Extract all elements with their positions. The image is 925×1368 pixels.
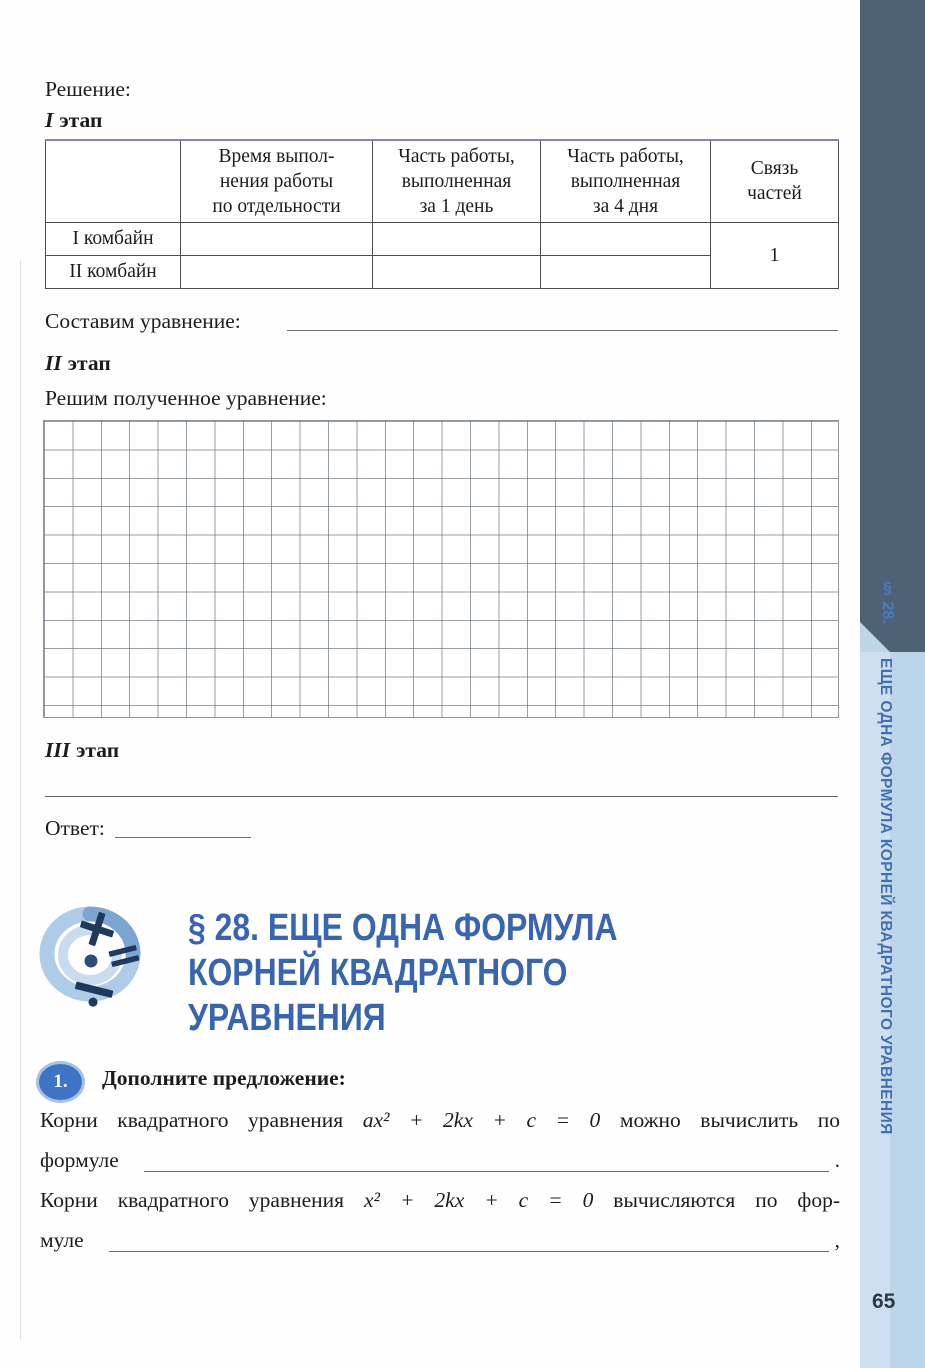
table-header-part-4days: Часть работы, выполненная за 4 дня <box>540 139 711 223</box>
answer-label: Ответ: <box>45 816 105 840</box>
table-row2-1day-cell <box>372 254 541 289</box>
stage2-numeral: II <box>45 351 62 375</box>
sidebar-vertical-title: ЕЩЕ ОДНА ФОРМУЛА КОРНЕЙ КВАДРАТНОГО УРАВ… <box>877 658 894 1135</box>
answer-row: Ответ: <box>45 815 365 841</box>
exercise-text: Корни квадратного уравнения ax² + 2kx + … <box>40 1100 840 1260</box>
table-header-time: Время выпол- нения работы по отдельности <box>180 139 373 223</box>
sentence1-line1: Корни квадратного уравнения ax² + 2kx + … <box>40 1108 840 1132</box>
stage1-word: этап <box>59 108 103 132</box>
table-header-part-1day: Часть работы, выполненная за 1 день <box>372 139 541 223</box>
compose-equation-blank <box>286 329 838 331</box>
sidebar-section-number: § 28. <box>879 580 896 624</box>
solve-equation-label: Решим полученное уравнение: <box>45 386 327 410</box>
formula2-blank <box>108 1250 829 1252</box>
sentence1-equation: ax² + 2kx + c = 0 <box>362 1108 601 1132</box>
table-link-value: 1 <box>710 221 839 289</box>
exercise-number-badge: 1. <box>36 1061 85 1103</box>
table-row1-label: I комбайн <box>45 221 181 256</box>
section-heading-line3: УРАВНЕНИЯ <box>188 997 386 1039</box>
page-edge-shadow <box>20 260 21 1340</box>
sentence1-line2: формуле . <box>40 1140 840 1180</box>
compose-equation-row: Составим уравнение: <box>45 308 838 334</box>
formula1-blank <box>143 1170 829 1172</box>
page-number: 65 <box>872 1290 896 1313</box>
sentence2-line2: муле , <box>40 1220 840 1260</box>
table-row1-1day-cell <box>372 221 541 256</box>
section-heading-line1: § 28. ЕЩЕ ОДНА ФОРМУЛА <box>188 907 618 949</box>
table-corner-cell <box>45 139 181 223</box>
sentence2-line1: Корни квадратного уравнения x² + 2kx + c… <box>40 1188 840 1212</box>
math-swirl-icon <box>34 904 146 1010</box>
table-row2-4days-cell <box>540 254 711 289</box>
stage3-numeral: III <box>45 738 71 762</box>
stage3-blank-line <box>45 796 838 797</box>
answer-blank <box>114 836 251 838</box>
stage2-word: этап <box>67 351 111 375</box>
sentence1-tail: формуле <box>40 1148 119 1172</box>
work-table: Время выпол- нения работы по отдельности… <box>45 139 839 289</box>
sidebar-light-band <box>860 652 890 1368</box>
sentence2-punct: , <box>834 1228 840 1252</box>
stage2-label: II этап <box>45 351 111 376</box>
squared-work-grid <box>43 420 839 718</box>
sidebar-dark-block <box>860 0 925 652</box>
solution-label: Решение: <box>45 77 131 101</box>
sentence2-tail: муле <box>40 1228 84 1252</box>
compose-equation-label: Составим уравнение: <box>45 309 241 333</box>
exercise-prompt: Дополните предложение: <box>102 1066 346 1090</box>
table-row2-time-cell <box>180 254 373 289</box>
stage3-label: III этап <box>45 738 119 763</box>
section-heading-line2: КОРНЕЙ КВАДРАТНОГО <box>188 952 568 994</box>
table-row1-time-cell <box>180 221 373 256</box>
sidebar: § 28. ЕЩЕ ОДНА ФОРМУЛА КОРНЕЙ КВАДРАТНОГ… <box>860 0 925 1368</box>
table-row2-label: II комбайн <box>45 254 181 289</box>
sentence1-punct: . <box>834 1148 840 1172</box>
table-header-link: Связь частей <box>710 139 839 223</box>
sentence2-equation: x² + 2kx + c = 0 <box>364 1188 594 1212</box>
stage3-word: этап <box>76 738 120 762</box>
section-heading: § 28. ЕЩЕ ОДНА ФОРМУЛА КОРНЕЙ КВАДРАТНОГ… <box>188 906 618 1041</box>
table-row1-4days-cell <box>540 221 711 256</box>
stage1-numeral: I <box>45 108 54 132</box>
